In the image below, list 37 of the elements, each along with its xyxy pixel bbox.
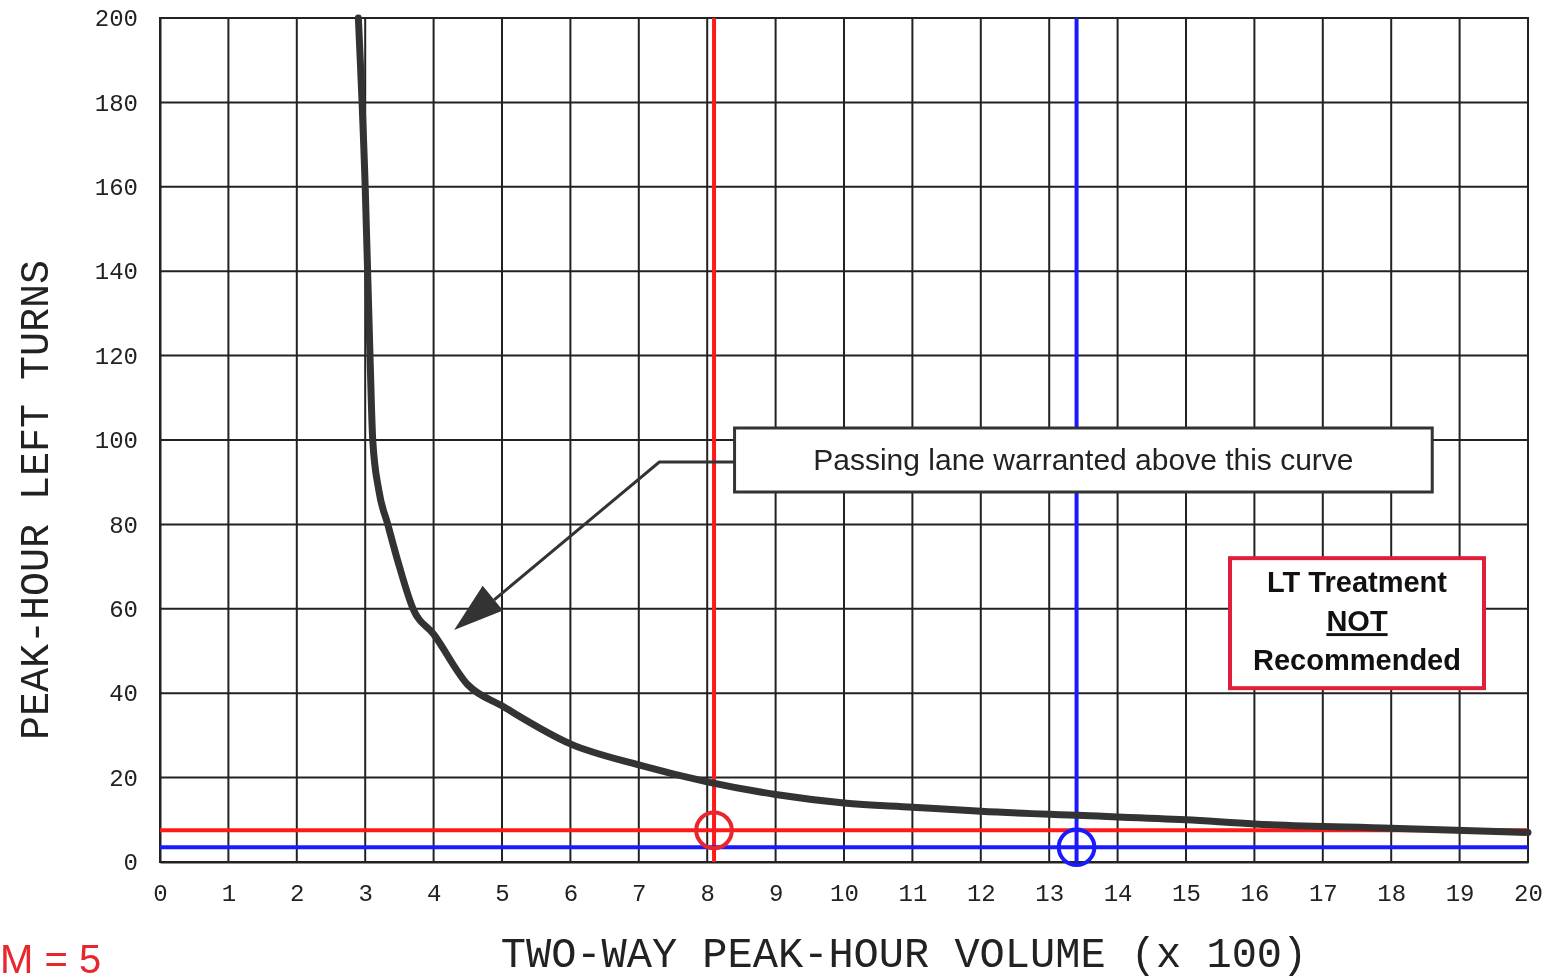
x-tick-label: 15 xyxy=(1172,881,1201,909)
x-tick-label: 11 xyxy=(898,881,928,909)
x-tick-label: 5 xyxy=(495,881,510,909)
y-axis-title: PEAK-HOUR LEFT TURNS xyxy=(15,259,60,741)
y-tick-label: 100 xyxy=(94,428,138,456)
x-tick-label: 18 xyxy=(1377,881,1407,909)
x-tick-label: 17 xyxy=(1308,881,1338,909)
x-tick-label: 12 xyxy=(966,881,996,909)
x-tick-label: 6 xyxy=(563,881,579,909)
x-tick-label: 3 xyxy=(358,881,373,909)
x-tick-label: 9 xyxy=(768,881,784,909)
annotation: Passing lane warranted above this curve xyxy=(813,443,1354,476)
x-tick-label: 1 xyxy=(221,881,237,909)
x-tick-label: 20 xyxy=(1514,881,1543,909)
y-tick-label: 200 xyxy=(94,6,138,34)
x-tick-label: 13 xyxy=(1035,881,1065,909)
x-tick-label: 7 xyxy=(632,881,647,909)
y-tick-label: 0 xyxy=(123,850,138,878)
x-tick-label: 19 xyxy=(1445,881,1475,909)
y-tick-label: 60 xyxy=(109,596,138,624)
x-tick-label: 0 xyxy=(153,881,168,909)
y-tick-label: 80 xyxy=(109,512,138,540)
x-tick-label: 10 xyxy=(830,881,859,909)
y-tick-label: 160 xyxy=(94,174,138,202)
x-tick-label: 16 xyxy=(1240,881,1270,909)
text: M = 5 xyxy=(0,937,102,977)
y-tick-label: 40 xyxy=(109,681,138,709)
x-tick-label: 2 xyxy=(290,881,305,909)
x-tick-label: 14 xyxy=(1103,881,1133,909)
annotation: LT Treatment NOT Recommended xyxy=(1253,566,1461,677)
y-tick-label: 140 xyxy=(94,259,138,287)
x-axis-title: TWO-WAY PEAK-HOUR VOLUME (x 100) xyxy=(500,932,1308,977)
y-tick-label: 20 xyxy=(109,765,138,793)
x-tick-label: 8 xyxy=(700,881,715,909)
y-tick-label: 180 xyxy=(94,90,138,118)
x-tick-label: 4 xyxy=(426,881,442,909)
y-tick-label: 120 xyxy=(94,343,138,371)
